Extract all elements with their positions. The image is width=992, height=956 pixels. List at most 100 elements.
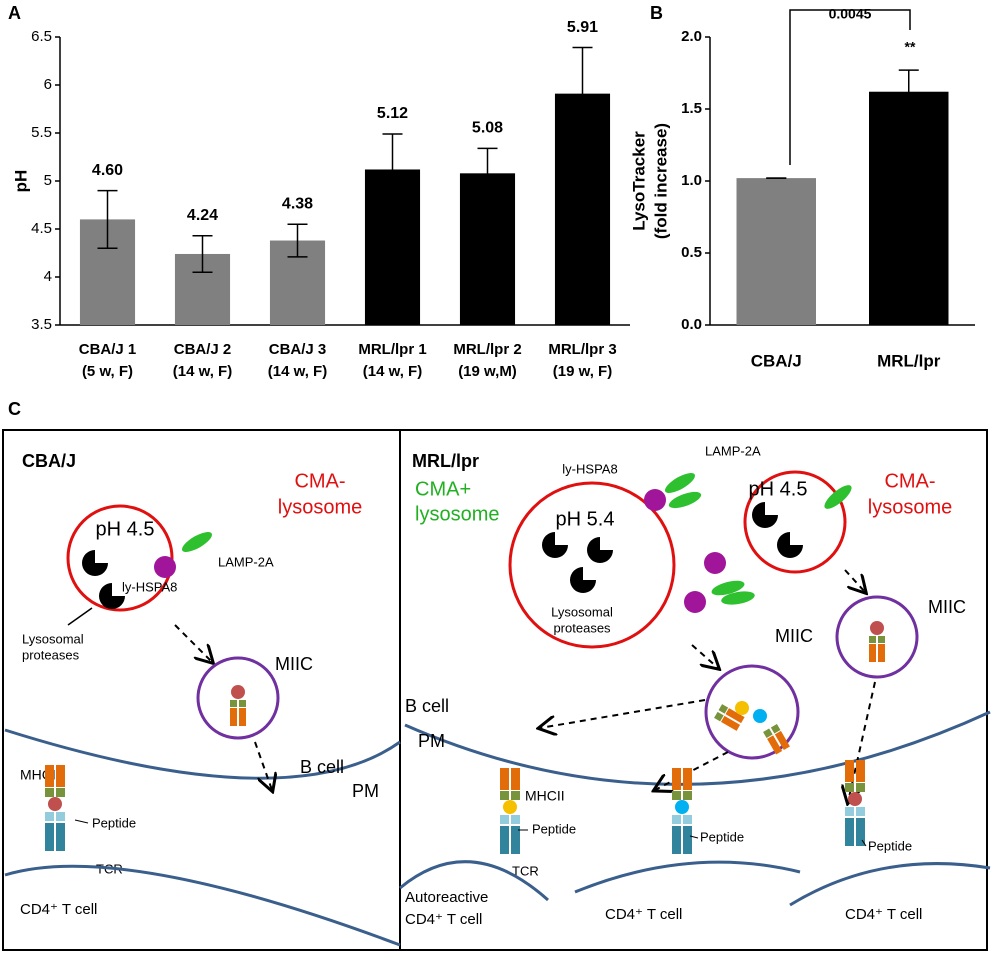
peptide [753,709,767,723]
mhc-alpha [45,765,54,787]
lysosome [66,504,174,612]
mhc-domain [500,791,509,800]
panel-label: C [8,399,21,419]
hspa8 [684,591,706,613]
pm-label: PM [418,731,445,751]
error-bar [192,234,213,273]
mhc-complex [230,685,246,726]
mhc-complex [45,765,65,851]
peptide-label: Peptide [868,838,912,853]
protease-label: proteases [553,620,611,635]
arrow [254,741,272,790]
miic [704,664,800,760]
cma-label: CMA- [884,470,935,492]
tcr-domain [45,812,54,821]
bar [869,91,949,325]
protease [99,583,125,609]
y-axis-label: pH [11,170,30,193]
mhc-beta [511,768,520,790]
ph-label: pH 4.5 [749,478,808,500]
peptide [870,621,884,635]
cma-label: lysosome [278,496,362,518]
x-tick-label: CBA/J 1 [79,341,137,358]
mhc-domain [714,711,724,722]
peptide [848,792,862,806]
miic-label: MIIC [928,597,966,617]
x-tick-label: (19 w,M) [458,363,517,380]
tcr-domain [683,815,692,824]
ph-label: pH 5.4 [556,508,615,530]
error-bar [898,69,919,115]
x-tick-label: CBA/J 2 [174,341,232,358]
t-cell-label: CD4⁺ T cell [605,906,682,923]
error-bar [572,46,593,141]
mhc-alpha [767,735,783,755]
value-label: 4.60 [92,162,123,179]
significance-stars: ** [905,39,916,55]
mhc-domain [856,783,865,792]
t-cell-membrane [574,860,801,894]
peptide [735,701,749,715]
b-cell-membrane [4,728,401,780]
mhc-domain [763,728,773,739]
t-cell-label: CD4⁺ T cell [405,911,482,928]
b-cell-label: B cell [405,696,449,716]
left-title: CBA/J [22,451,76,471]
peptide-label: Peptide [92,815,136,830]
pm-label: PM [352,781,379,801]
y-axis-label: (fold increase) [651,123,670,239]
mhc-domain [845,783,854,792]
y-tick-label: 4 [44,268,52,285]
mhc-complex [869,621,885,662]
value-label: 5.08 [472,120,503,137]
lamp2a [181,532,213,552]
t-cell-label: CD4⁺ T cell [845,906,922,923]
peptide [503,800,517,814]
error-bar [382,133,403,206]
mhc-complex [845,760,865,846]
error-bar [287,223,308,258]
right-title: MRL/lpr [412,451,479,471]
mhc-alpha [845,760,854,782]
tcr-label: TCR [512,863,539,878]
diagram: CBA/J CMA- lysosome pH 4.5 LAMP-2A ly-HS… [4,443,991,947]
lamp-label: LAMP-2A [218,554,274,569]
hspa-label: ly-HSPA8 [562,461,617,476]
cma-plus-label: CMA+ [415,478,471,500]
hspa8 [704,552,726,574]
pointer [74,819,89,824]
y-tick-label: 1.5 [681,100,702,117]
y-tick-label: 3.5 [31,316,52,333]
p-value: 0.0045 [829,6,872,22]
mhc-alpha [672,768,681,790]
peptide [231,685,245,699]
mhc-alpha [230,708,237,726]
panel-label: B [650,3,663,23]
tcr-chain [856,818,865,846]
y-axis-label: LysoTracker [629,131,648,231]
hspa8 [644,489,666,511]
panel-label: A [8,3,21,23]
mhc-beta [239,708,246,726]
y-tick-label: 0.5 [681,244,702,261]
tcr-domain [845,807,854,816]
peptide-label: Peptide [700,829,744,844]
y-tick-label: 6 [44,76,52,93]
protease [570,567,596,593]
pointer [689,835,699,839]
significance-bracket [789,9,911,165]
y-tick-label: 5 [44,172,52,189]
error-bar [97,189,118,249]
mhc-alpha [500,768,509,790]
lamp2a [664,473,696,493]
mhc-domain [672,791,681,800]
lamp2a [668,491,702,509]
tcr-chain [56,823,65,851]
value-label: 5.12 [377,105,408,122]
t-cell-membrane [4,864,401,947]
x-tick-label: MRL/lpr [877,351,941,370]
y-tick-label: 6.5 [31,28,52,45]
b-cell-membrane [404,710,991,786]
tcr-domain [856,807,865,816]
